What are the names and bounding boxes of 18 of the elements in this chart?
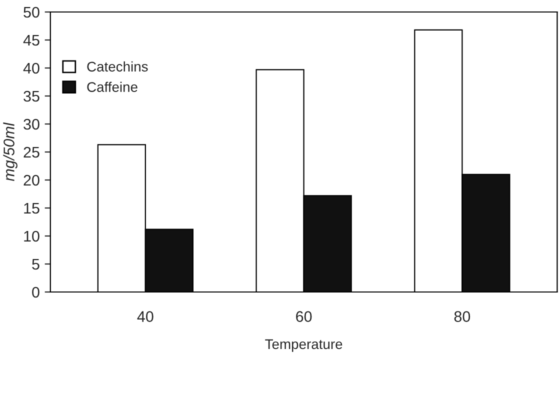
y-tick-label: 10 — [24, 230, 40, 242]
y-tick-label: 15 — [24, 203, 40, 214]
legend-label: Caffeine — [87, 82, 138, 92]
y-tick-label: 25 — [24, 146, 40, 158]
y-tick-label: 0 — [32, 286, 40, 298]
y-tick-label: 45 — [23, 35, 40, 46]
x-tick-label: 80 — [454, 311, 470, 322]
y-axis-title: mg/50ml — [3, 122, 18, 182]
y-tick-label: 40 — [23, 62, 40, 74]
y-tick-label: 30 — [24, 118, 40, 130]
x-tick-label: 40 — [137, 311, 154, 322]
y-tick-label: 50 — [24, 6, 40, 18]
y-tick-label: 35 — [24, 90, 40, 102]
y-tick-label: 5 — [32, 259, 40, 270]
legend-label: Catechins — [87, 61, 148, 72]
y-tick-label: 20 — [24, 174, 40, 186]
x-tick-label: 60 — [296, 311, 312, 322]
x-axis-title: Temperature — [265, 339, 342, 352]
